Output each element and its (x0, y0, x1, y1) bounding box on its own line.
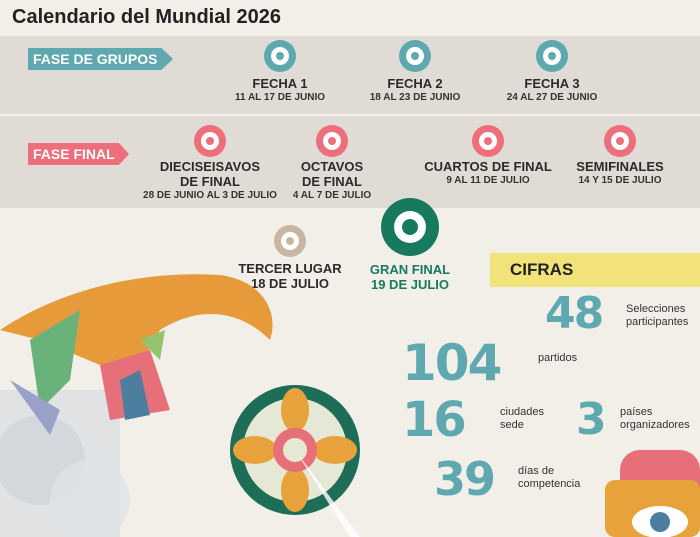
stat-label: Selecciones participantes (626, 303, 688, 329)
target-icon (381, 198, 439, 256)
final-label-line1: CUARTOS DE FINAL (424, 159, 552, 174)
stat-value: 3 (576, 394, 607, 445)
stat-label: ciudades sede (500, 406, 544, 432)
final-dates: 28 DE JUNIO AL 3 DE JULIO (143, 190, 277, 201)
stat-value: 48 (545, 288, 604, 339)
target-icon (194, 125, 226, 157)
stat-label-line: Selecciones (626, 303, 686, 315)
group-fecha-1: FECHA 1 11 AL 17 DE JUNIO (225, 40, 335, 104)
cifras-heading: CIFRAS (490, 253, 700, 287)
phase-groups-label: FASE DE GRUPOS (28, 48, 173, 70)
final-label-line1: OCTAVOS (300, 159, 364, 174)
target-icon (264, 40, 296, 72)
group-label: FECHA 2 (387, 76, 443, 91)
final-label-line2: DE FINAL (180, 174, 240, 189)
stat-value: 39 (434, 452, 496, 506)
decorative-illustration (0, 274, 360, 537)
group-fecha-3: FECHA 3 24 AL 27 DE JUNIO (497, 40, 607, 104)
final-label-line1: SEMIFINALES (576, 159, 664, 174)
final-dates: 9 AL 11 DE JULIO (446, 175, 530, 186)
stat-label-line: países (620, 406, 653, 418)
final-dieciseisavos: DIECISEISAVOS DE FINAL 28 DE JUNIO AL 3 … (140, 125, 280, 202)
stat-label-line: participantes (626, 316, 689, 328)
third-label: TERCER LUGAR (238, 261, 342, 276)
page-title: Calendario del Mundial 2026 (12, 6, 281, 28)
stat-label-line: sede (500, 419, 524, 431)
target-icon (536, 40, 568, 72)
group-label: FECHA 3 (524, 76, 580, 91)
decorative-corner (605, 450, 700, 537)
target-icon (604, 125, 636, 157)
stat-value: 104 (402, 334, 502, 392)
tercer-lugar: TERCER LUGAR 18 DE JULIO (235, 225, 345, 291)
phase-final-label: FASE FINAL (28, 143, 129, 165)
stat-label-line: días de (518, 465, 555, 477)
stat-value: 16 (402, 392, 467, 448)
third-dates: 18 DE JULIO (250, 276, 330, 291)
final-cuartos: CUARTOS DE FINAL 9 AL 11 DE JULIO (420, 125, 556, 187)
stat-label-line: competencia (518, 478, 581, 490)
group-fecha-2: FECHA 2 18 AL 23 DE JUNIO (360, 40, 470, 104)
group-dates: 24 AL 27 DE JUNIO (506, 92, 598, 103)
gran-final: GRAN FINAL 19 DE JULIO (360, 198, 460, 292)
grand-dates: 19 DE JULIO (370, 277, 450, 292)
target-icon (316, 125, 348, 157)
stat-label-line: organizadores (620, 419, 690, 431)
final-label-line1: DIECISEISAVOS (159, 159, 261, 174)
final-dates: 14 Y 15 DE JULIO (578, 175, 662, 186)
final-dates: 4 AL 7 DE JULIO (292, 190, 372, 201)
group-label: FECHA 1 (252, 76, 308, 91)
group-dates: 11 AL 17 DE JUNIO (234, 92, 326, 103)
stat-label: días de competencia (518, 465, 580, 491)
stat-label-line: ciudades (500, 406, 545, 418)
grand-label: GRAN FINAL (369, 262, 451, 277)
final-octavos: OCTAVOS DE FINAL 4 AL 7 DE JULIO (280, 125, 384, 202)
target-icon (472, 125, 504, 157)
final-label-line2: DE FINAL (302, 174, 362, 189)
target-icon (399, 40, 431, 72)
final-semifinales: SEMIFINALES 14 Y 15 DE JULIO (566, 125, 674, 187)
stat-label: partidos (538, 352, 578, 364)
stat-label: países organizadores (620, 406, 690, 432)
group-dates: 18 AL 23 DE JUNIO (369, 92, 461, 103)
target-icon (274, 225, 306, 257)
